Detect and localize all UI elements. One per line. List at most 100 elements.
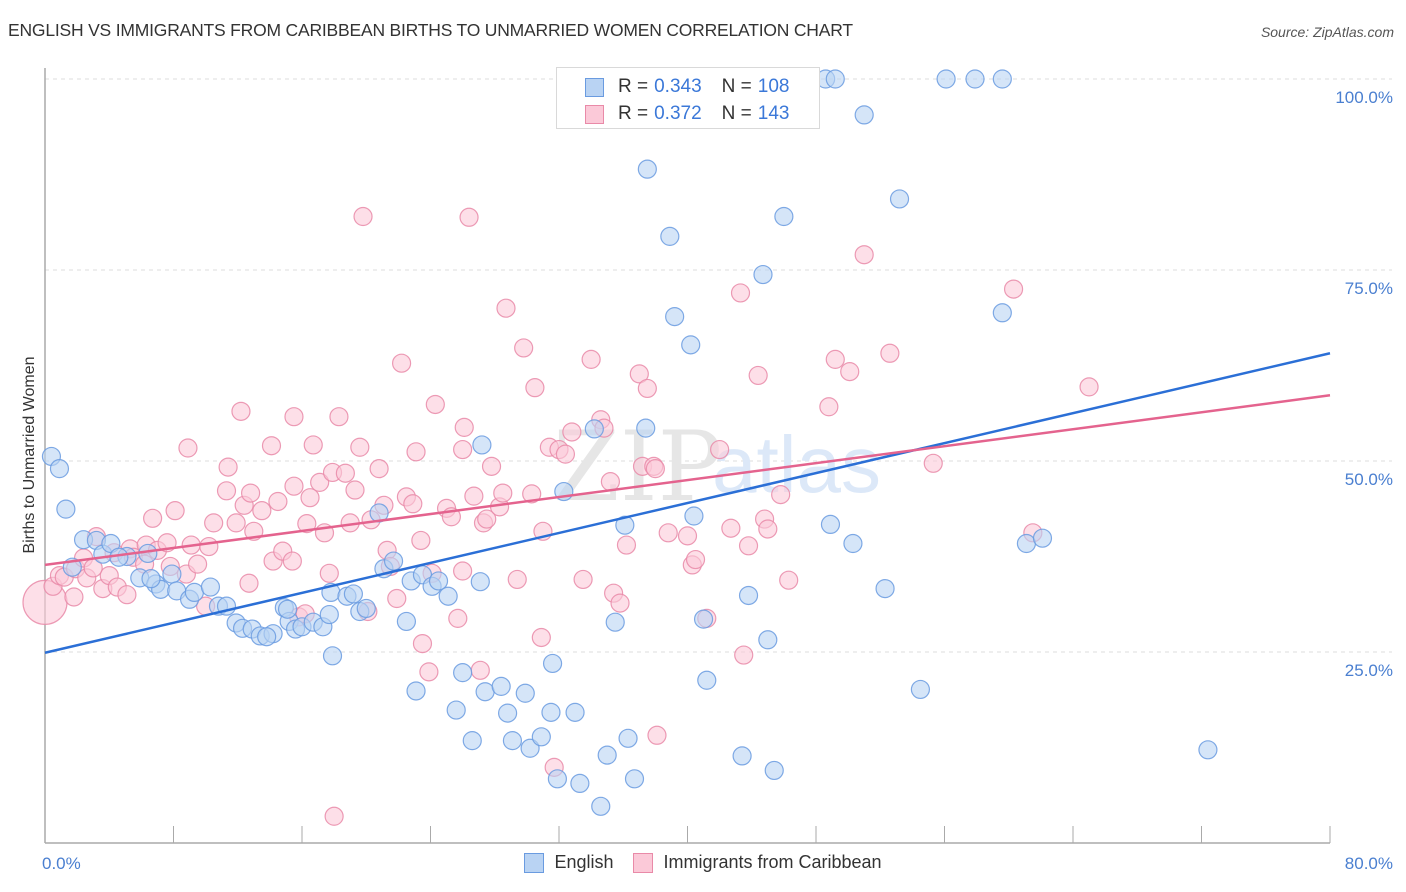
point-caribbean <box>261 436 282 456</box>
point-caribbean <box>64 587 84 607</box>
point-english <box>570 773 590 794</box>
legend-n-label: N = <box>721 103 752 124</box>
point-caribbean <box>268 491 288 512</box>
legend-row-english: R = 0.343 N = 108 <box>585 74 789 100</box>
point-english <box>693 609 714 629</box>
point-english <box>992 303 1012 323</box>
point-caribbean <box>199 536 219 557</box>
point-caribbean <box>496 298 516 318</box>
legend-item-english[interactable]: English <box>524 852 613 873</box>
point-english <box>319 604 339 625</box>
point-caribbean <box>218 457 238 477</box>
legend-item-caribbean[interactable]: Immigrants from Caribbean <box>633 852 882 873</box>
point-english <box>738 585 759 606</box>
point-english <box>520 738 540 758</box>
point-caribbean <box>387 588 407 609</box>
point-caribbean <box>353 206 373 227</box>
point-caribbean <box>531 627 551 648</box>
point-caribbean <box>252 501 272 521</box>
point-english <box>383 551 404 571</box>
legend-r-label: R = <box>618 103 649 124</box>
point-caribbean <box>319 563 339 583</box>
point-english <box>615 515 635 535</box>
point-english <box>343 584 363 604</box>
trend-line-english <box>44 352 1331 654</box>
point-caribbean <box>143 508 163 528</box>
axis-labels: 25.0% 50.0% 75.0% 100.0% 0.0% 80.0% <box>42 88 1393 873</box>
point-caribbean <box>738 536 759 556</box>
point-english <box>498 703 518 723</box>
point-english <box>49 459 70 479</box>
point-caribbean <box>411 530 431 551</box>
legend-n-label: N = <box>721 76 752 97</box>
legend-swatch-english <box>524 852 545 873</box>
point-caribbean <box>616 535 637 555</box>
point-english <box>820 514 841 535</box>
y-tick-label: 25.0% <box>1345 661 1393 680</box>
point-caribbean <box>854 245 874 265</box>
point-english <box>184 582 204 603</box>
point-caribbean <box>507 569 527 590</box>
point-caribbean <box>730 283 751 303</box>
trend-lines <box>44 352 1331 654</box>
point-caribbean <box>819 397 839 417</box>
point-caribbean <box>403 494 423 514</box>
point-english <box>109 547 129 567</box>
point-english <box>1016 533 1037 554</box>
point-english <box>753 264 773 285</box>
point-caribbean <box>297 514 317 534</box>
point-english <box>472 435 492 455</box>
point-caribbean <box>187 554 208 574</box>
point-caribbean <box>677 526 698 546</box>
legend-swatch-caribbean <box>585 104 604 124</box>
point-english <box>843 533 863 554</box>
point-caribbean <box>758 519 778 539</box>
point-caribbean <box>303 435 323 455</box>
point-caribbean <box>345 480 365 500</box>
point-caribbean <box>685 549 706 570</box>
point-english <box>438 586 458 606</box>
series-legend: English Immigrants from Caribbean <box>0 852 1406 873</box>
point-english <box>515 683 535 703</box>
point-caribbean <box>350 437 370 457</box>
legend-r-label: R = <box>618 76 649 97</box>
point-caribbean <box>329 407 349 427</box>
point-caribbean <box>165 501 185 521</box>
point-english <box>636 418 656 438</box>
point-english <box>764 760 784 781</box>
legend-r-value: 0.343 <box>654 76 702 97</box>
point-caribbean <box>600 472 621 492</box>
point-english <box>491 676 511 696</box>
point-english <box>470 572 490 592</box>
point-english <box>396 611 417 632</box>
point-caribbean <box>840 362 860 382</box>
point-english <box>446 700 466 720</box>
point-caribbean <box>231 401 251 421</box>
point-caribbean <box>573 569 593 590</box>
point-english <box>462 731 482 751</box>
point-caribbean <box>721 518 741 538</box>
point-english <box>547 769 567 789</box>
x-tick-label: 80.0% <box>1345 854 1393 873</box>
point-caribbean <box>459 207 479 227</box>
legend-r-value: 0.372 <box>654 103 702 124</box>
point-english <box>565 702 585 722</box>
series-english <box>41 69 1218 816</box>
point-caribbean <box>310 472 330 492</box>
point-english <box>322 646 343 666</box>
chart-title: ENGLISH VS IMMIGRANTS FROM CARIBBEAN BIR… <box>8 20 853 40</box>
point-english <box>854 105 874 125</box>
legend-swatch-caribbean <box>633 852 654 873</box>
point-caribbean <box>647 725 667 745</box>
y-tick-label: 100.0% <box>1335 88 1393 107</box>
point-english <box>684 506 704 526</box>
correlation-legend: R = 0.343 N = 108 R = 0.372 N = 143 <box>556 67 820 129</box>
point-english <box>277 599 298 619</box>
point-english <box>141 569 161 589</box>
point-caribbean <box>419 662 439 682</box>
point-english <box>936 69 956 89</box>
point-caribbean <box>825 349 845 369</box>
point-caribbean <box>216 481 237 501</box>
point-english <box>502 731 523 751</box>
